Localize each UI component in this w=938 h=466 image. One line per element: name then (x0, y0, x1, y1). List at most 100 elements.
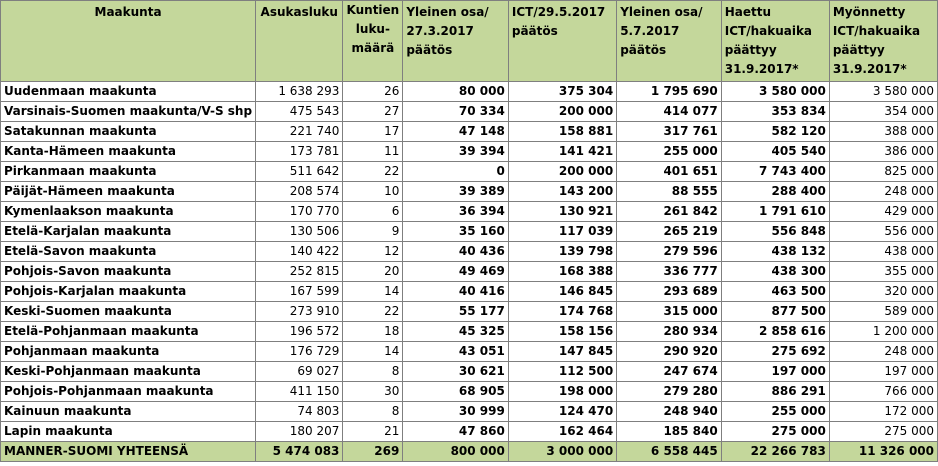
value-cell[interactable]: 124 470 (507, 401, 618, 422)
value-cell[interactable]: 1 791 610 (720, 201, 830, 222)
value-cell[interactable]: 117 039 (507, 221, 618, 242)
value-cell[interactable]: 9 (342, 221, 404, 242)
value-cell[interactable]: 80 000 (402, 81, 509, 102)
value-cell[interactable]: 1 200 000 (828, 321, 938, 342)
region-name-cell[interactable]: Pirkanmaan maakunta (0, 161, 257, 182)
region-name-cell[interactable]: Keski-Suomen maakunta (0, 301, 257, 322)
value-cell[interactable]: 511 642 (255, 161, 344, 182)
value-cell[interactable]: 26 (342, 81, 404, 102)
value-cell[interactable]: 280 934 (616, 321, 722, 342)
value-cell[interactable]: 68 905 (402, 381, 509, 402)
value-cell[interactable]: 180 207 (255, 421, 344, 442)
total-cell[interactable]: 6 558 445 (616, 441, 722, 462)
value-cell[interactable]: 275 000 (828, 421, 938, 442)
value-cell[interactable]: 35 160 (402, 221, 509, 242)
value-cell[interactable]: 11 (342, 141, 404, 162)
value-cell[interactable]: 320 000 (828, 281, 938, 302)
value-cell[interactable]: 176 729 (255, 341, 344, 362)
value-cell[interactable]: 279 280 (616, 381, 722, 402)
value-cell[interactable]: 55 177 (402, 301, 509, 322)
value-cell[interactable]: 582 120 (720, 121, 830, 142)
value-cell[interactable]: 353 834 (720, 101, 830, 122)
value-cell[interactable]: 261 842 (616, 201, 722, 222)
value-cell[interactable]: 22 (342, 161, 404, 182)
value-cell[interactable]: 411 150 (255, 381, 344, 402)
value-cell[interactable]: 158 881 (507, 121, 618, 142)
region-name-cell[interactable]: Kainuun maakunta (0, 401, 257, 422)
value-cell[interactable]: 429 000 (828, 201, 938, 222)
value-cell[interactable]: 200 000 (507, 161, 618, 182)
value-cell[interactable]: 30 621 (402, 361, 509, 382)
value-cell[interactable]: 143 200 (507, 181, 618, 202)
value-cell[interactable]: 49 469 (402, 261, 509, 282)
value-cell[interactable]: 386 000 (828, 141, 938, 162)
value-cell[interactable]: 130 921 (507, 201, 618, 222)
value-cell[interactable]: 589 000 (828, 301, 938, 322)
value-cell[interactable]: 47 148 (402, 121, 509, 142)
total-cell[interactable]: 5 474 083 (255, 441, 344, 462)
value-cell[interactable]: 197 000 (828, 361, 938, 382)
value-cell[interactable]: 556 000 (828, 221, 938, 242)
value-cell[interactable]: 27 (342, 101, 404, 122)
value-cell[interactable]: 375 304 (507, 81, 618, 102)
value-cell[interactable]: 22 (342, 301, 404, 322)
value-cell[interactable]: 6 (342, 201, 404, 222)
value-cell[interactable]: 36 394 (402, 201, 509, 222)
region-name-cell[interactable]: Pohjois-Savon maakunta (0, 261, 257, 282)
value-cell[interactable]: 172 000 (828, 401, 938, 422)
value-cell[interactable]: 168 388 (507, 261, 618, 282)
value-cell[interactable]: 47 860 (402, 421, 509, 442)
value-cell[interactable]: 414 077 (616, 101, 722, 122)
region-name-cell[interactable]: Keski-Pohjanmaan maakunta (0, 361, 257, 382)
value-cell[interactable]: 288 400 (720, 181, 830, 202)
value-cell[interactable]: 7 743 400 (720, 161, 830, 182)
value-cell[interactable]: 74 803 (255, 401, 344, 422)
value-cell[interactable]: 162 464 (507, 421, 618, 442)
region-name-cell[interactable]: Etelä-Savon maakunta (0, 241, 257, 262)
value-cell[interactable]: 69 027 (255, 361, 344, 382)
region-name-cell[interactable]: Pohjois-Karjalan maakunta (0, 281, 257, 302)
value-cell[interactable]: 14 (342, 341, 404, 362)
value-cell[interactable]: 197 000 (720, 361, 830, 382)
value-cell[interactable]: 88 555 (616, 181, 722, 202)
value-cell[interactable]: 1 795 690 (616, 81, 722, 102)
total-cell[interactable]: 11 326 000 (828, 441, 938, 462)
value-cell[interactable]: 221 740 (255, 121, 344, 142)
col-header-kuntien-lukumaara[interactable]: Kuntien luku-määrä (342, 0, 404, 82)
value-cell[interactable]: 130 506 (255, 221, 344, 242)
value-cell[interactable]: 248 940 (616, 401, 722, 422)
value-cell[interactable]: 146 845 (507, 281, 618, 302)
value-cell[interactable]: 0 (402, 161, 509, 182)
value-cell[interactable]: 12 (342, 241, 404, 262)
total-label[interactable]: MANNER-SUOMI YHTEENSÄ (0, 441, 257, 462)
value-cell[interactable]: 170 770 (255, 201, 344, 222)
value-cell[interactable]: 30 (342, 381, 404, 402)
total-cell[interactable]: 269 (342, 441, 404, 462)
value-cell[interactable]: 354 000 (828, 101, 938, 122)
region-name-cell[interactable]: Kymenlaakson maakunta (0, 201, 257, 222)
value-cell[interactable]: 401 651 (616, 161, 722, 182)
value-cell[interactable]: 167 599 (255, 281, 344, 302)
value-cell[interactable]: 3 580 000 (828, 81, 938, 102)
value-cell[interactable]: 255 000 (720, 401, 830, 422)
value-cell[interactable]: 438 000 (828, 241, 938, 262)
col-header-haettu-ict[interactable]: Haettu ICT/hakuaika päättyy 31.9.2017* (720, 0, 830, 82)
value-cell[interactable]: 40 416 (402, 281, 509, 302)
value-cell[interactable]: 317 761 (616, 121, 722, 142)
col-header-maakunta[interactable]: Maakunta (0, 0, 257, 82)
region-name-cell[interactable]: Satakunnan maakunta (0, 121, 257, 142)
value-cell[interactable]: 265 219 (616, 221, 722, 242)
value-cell[interactable]: 30 999 (402, 401, 509, 422)
value-cell[interactable]: 200 000 (507, 101, 618, 122)
value-cell[interactable]: 290 920 (616, 341, 722, 362)
value-cell[interactable]: 185 840 (616, 421, 722, 442)
value-cell[interactable]: 475 543 (255, 101, 344, 122)
value-cell[interactable]: 252 815 (255, 261, 344, 282)
value-cell[interactable]: 247 674 (616, 361, 722, 382)
value-cell[interactable]: 20 (342, 261, 404, 282)
value-cell[interactable]: 275 000 (720, 421, 830, 442)
value-cell[interactable]: 293 689 (616, 281, 722, 302)
value-cell[interactable]: 40 436 (402, 241, 509, 262)
value-cell[interactable]: 273 910 (255, 301, 344, 322)
value-cell[interactable]: 3 580 000 (720, 81, 830, 102)
